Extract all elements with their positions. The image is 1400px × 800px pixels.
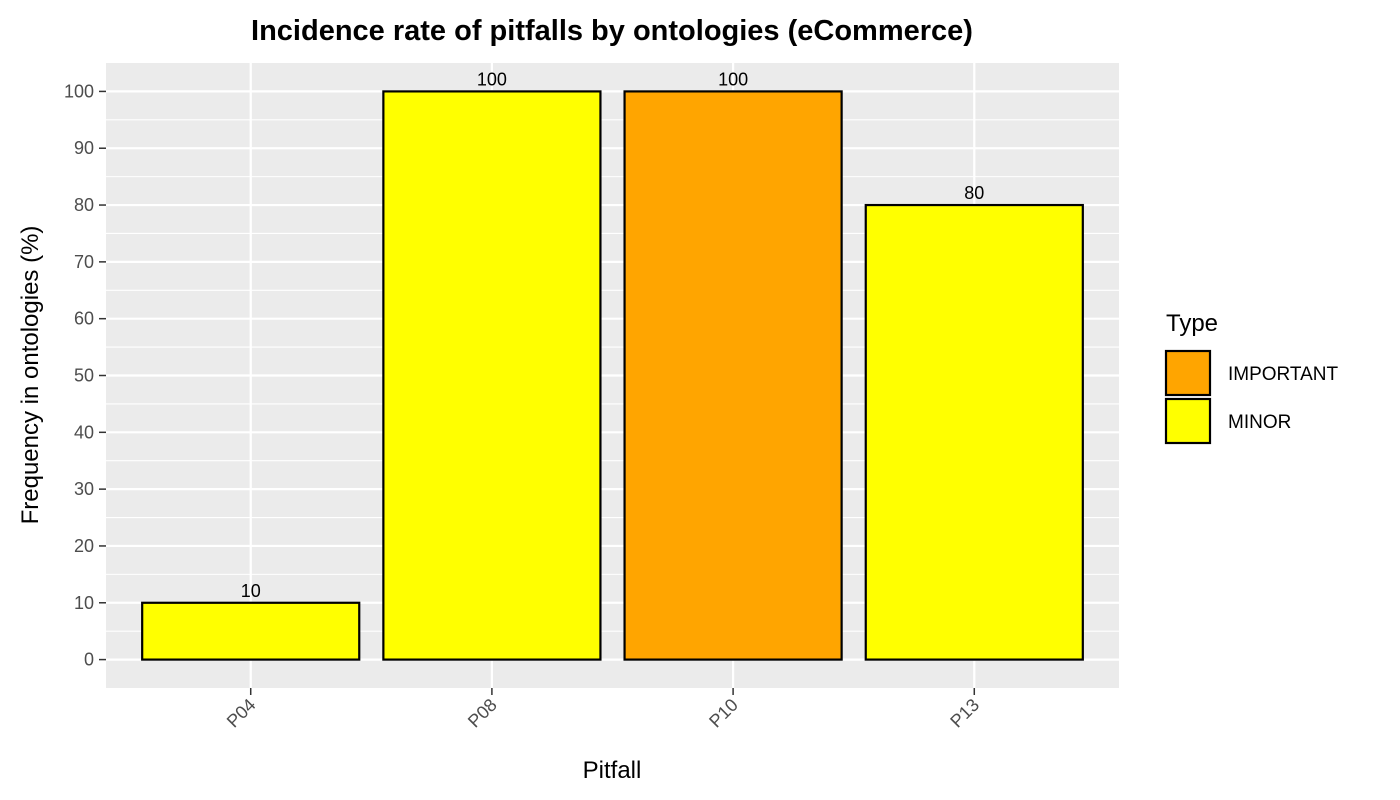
x-axis-title: Pitfall — [583, 757, 642, 784]
x-axis: P04 P08 P10 P13 — [223, 688, 983, 731]
bar-p10 — [623, 90, 843, 661]
bars — [141, 90, 1084, 661]
legend-label-important: IMPORTANT — [1228, 364, 1339, 385]
y-tick-label: 100 — [64, 81, 94, 101]
y-axis-title: Frequency in ontologies (%) — [17, 226, 44, 525]
x-tick-label-p08: P08 — [464, 695, 501, 732]
legend-title: Type — [1166, 310, 1218, 337]
data-label-p13: 80 — [964, 183, 984, 203]
y-tick-label: 60 — [74, 309, 94, 329]
legend-swatch-minor — [1164, 397, 1212, 445]
data-labels: 10 100 100 80 — [241, 69, 985, 600]
y-tick-label: 40 — [74, 422, 94, 442]
y-tick-label: 70 — [74, 252, 94, 272]
y-tick-label: 20 — [74, 536, 94, 556]
legend: Type IMPORTANT MINOR — [1164, 310, 1339, 445]
legend-swatch-important — [1164, 349, 1212, 397]
y-tick-label: 50 — [74, 366, 94, 386]
chart-title: Incidence rate of pitfalls by ontologies… — [251, 15, 973, 47]
y-tick-label: 10 — [74, 593, 94, 613]
data-label-p08: 100 — [477, 69, 507, 89]
y-axis: 0 10 20 30 40 50 60 70 80 90 100 — [64, 81, 106, 670]
data-label-p10: 100 — [718, 69, 748, 89]
y-tick-label: 0 — [84, 650, 94, 670]
y-tick-label: 80 — [74, 195, 94, 215]
legend-label-minor: MINOR — [1228, 412, 1291, 433]
bar-p04 — [141, 601, 361, 661]
x-tick-label-p04: P04 — [223, 695, 260, 732]
x-tick-label-p10: P10 — [705, 695, 742, 732]
y-tick-label: 90 — [74, 138, 94, 158]
data-label-p04: 10 — [241, 581, 261, 601]
x-tick-label-p13: P13 — [946, 695, 983, 732]
bar-p08 — [382, 90, 602, 661]
y-tick-label: 30 — [74, 479, 94, 499]
bar-p13 — [864, 203, 1084, 661]
